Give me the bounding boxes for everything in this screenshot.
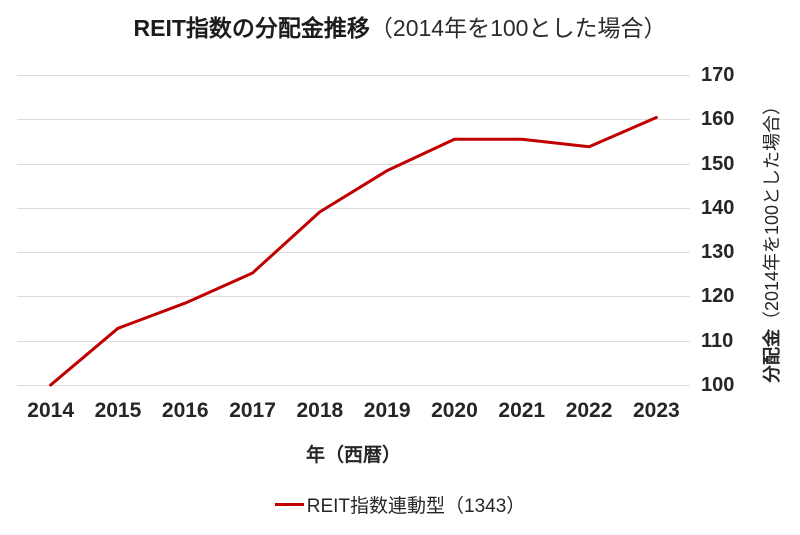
gridline-170 (17, 75, 690, 76)
x-tick-label-2021: 2021 (498, 399, 546, 422)
x-axis-title: 年（西暦） (305, 445, 401, 466)
x-axis-tick-labels: 2014 2015 2016 2017 2018 2019 2020 2021 2022 2023 (17, 399, 690, 425)
chart-title-sub: （2014年を100とした場合） (369, 15, 667, 41)
y-axis-title: 分配金（2014年を100とした場合） (758, 97, 784, 383)
gridline-120 (17, 296, 690, 298)
x-tick-label-2014: 2014 (27, 399, 74, 422)
chart-title: REIT指数の分配金推移（2014年を100とした場合） (0, 12, 800, 44)
gridline-150 (17, 163, 690, 165)
x-tick-label-2023: 2023 (632, 399, 680, 422)
y-tick-label-100: 100 (701, 374, 735, 396)
x-tick-label-2020: 2020 (431, 399, 478, 422)
gridline-100 (17, 385, 690, 386)
legend-line-marker (274, 502, 304, 506)
gridline-130 (17, 252, 690, 254)
chart-title-main: REIT指数の分配金推移 (133, 15, 370, 41)
series-line-reit-1343 (49, 116, 658, 387)
gridline-140 (17, 207, 690, 209)
y-tick-label-160: 160 (701, 108, 735, 131)
plot-area (17, 75, 690, 387)
y-axis-tick-labels: 170 160 150 140 130 120 110 100 (701, 65, 751, 395)
x-tick-label-2017: 2017 (229, 399, 276, 422)
gridline-110 (17, 340, 690, 342)
y-axis-title-main: 分配金 (762, 329, 782, 384)
x-tick-label-2016: 2016 (161, 399, 209, 422)
y-tick-label-150: 150 (701, 152, 735, 175)
y-tick-label-110: 110 (701, 329, 734, 352)
y-tick-label-130: 130 (701, 241, 735, 264)
line-chart-svg (49, 116, 658, 387)
gridline-160 (17, 119, 690, 121)
y-tick-label-120: 120 (701, 285, 735, 308)
y-tick-label-170: 170 (701, 64, 735, 86)
y-axis-title-sub: （2014年を100とした場合） (762, 96, 782, 330)
x-tick-label-2022: 2022 (565, 399, 613, 422)
y-tick-label-140: 140 (701, 196, 735, 219)
legend: REIT指数連動型（1343） (0, 490, 800, 518)
x-tick-label-2018: 2018 (296, 399, 344, 422)
x-tick-label-2019: 2019 (363, 399, 411, 422)
legend-label: REIT指数連動型（1343） (306, 495, 526, 517)
x-tick-label-2015: 2015 (94, 399, 142, 422)
